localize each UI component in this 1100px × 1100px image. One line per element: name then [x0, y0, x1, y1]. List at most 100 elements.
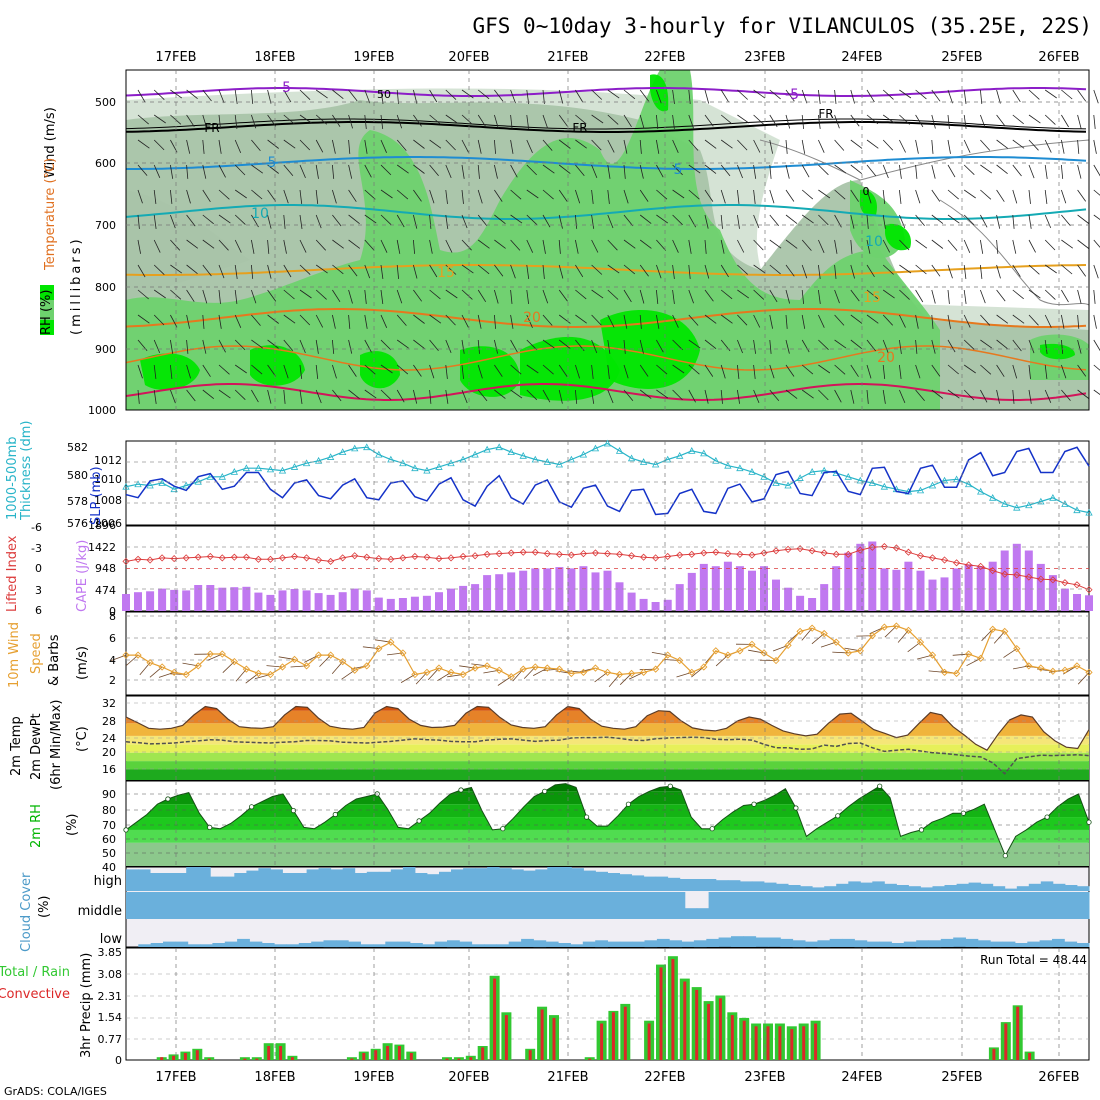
label-slp: SLP (mb): [89, 466, 104, 525]
wind-barb: [445, 239, 453, 253]
wind-barb: [234, 139, 242, 154]
wind-barb: [461, 389, 468, 404]
cloud-bar: [886, 892, 900, 919]
wind-barb: [656, 264, 662, 279]
wind-barb: [494, 239, 506, 249]
wind-barb-10m: [139, 662, 151, 676]
wind-barb: [186, 114, 195, 127]
cloud-bar: [282, 873, 295, 891]
wind-barb: [348, 189, 357, 202]
wind-barb: [947, 314, 951, 329]
wind-speed-point: [351, 666, 359, 674]
wind-barb: [137, 389, 140, 404]
li-point: [880, 542, 888, 551]
wind-barb: [461, 89, 474, 99]
date-bottom: 19FEB: [353, 1070, 394, 1085]
wind-barb: [234, 164, 246, 176]
ytick-rh-60: 60: [102, 833, 116, 846]
cloud-bar: [292, 892, 305, 919]
precip-conv-bar: [207, 1058, 211, 1060]
wind-barb: [818, 364, 831, 374]
wind-speed-point: [808, 624, 816, 632]
precip-conv-bar: [267, 1046, 271, 1060]
wind-barb: [364, 289, 367, 304]
wind-barb: [1077, 289, 1082, 304]
cloud-bar: [768, 892, 781, 919]
wind-barb: [591, 264, 603, 275]
wind-barb: [153, 214, 157, 229]
thickness-point: [555, 460, 564, 468]
precip-conv-bar: [397, 1046, 401, 1060]
cloud-bar: [471, 944, 485, 947]
date-labels-bottom: 17FEB 18FEB 19FEB 20FEB 21FEB 22FEB 23FE…: [155, 1070, 1079, 1085]
wind-barb: [137, 264, 146, 278]
wind-barb: [380, 364, 393, 374]
wind-speed-point: [567, 669, 576, 678]
precip-conv-bar: [552, 1017, 556, 1060]
wind-barb: [153, 339, 161, 354]
cloud-bar: [946, 892, 959, 919]
thickness-point: [808, 468, 816, 475]
cloud-bar: [872, 881, 885, 891]
li-point: [363, 553, 371, 561]
wind-barb: [267, 339, 279, 349]
wind-barb: [688, 339, 701, 349]
wind-speed-point: [928, 651, 937, 659]
thickness-point: [772, 479, 780, 486]
wind-barb: [980, 389, 988, 403]
li-point: [290, 552, 299, 561]
wind-barb: [558, 164, 571, 174]
thickness-point: [254, 464, 263, 472]
cape-bar: [206, 585, 215, 611]
wind-barb: [866, 264, 875, 278]
wind-barb: [818, 239, 825, 253]
cloud-bar: [375, 892, 389, 919]
ytick-li-6: 6: [35, 604, 42, 617]
cloud-bar: [693, 940, 707, 948]
wind-barb: [558, 289, 568, 302]
cloud-level-low: low: [100, 932, 123, 947]
isotherm-15: [126, 264, 1087, 276]
cloud-bar: [681, 941, 695, 947]
cloud-bar: [233, 892, 246, 919]
wind-barb: [445, 214, 449, 229]
wind-barb: [753, 264, 766, 274]
cloud-bar: [669, 940, 682, 948]
wind-speed-point: [916, 638, 925, 646]
cape-bar: [1060, 588, 1069, 611]
wind-barb: [834, 364, 846, 375]
wind-barb: [1028, 239, 1036, 253]
thickness-point: [1073, 506, 1081, 514]
wind-barb: [137, 239, 141, 254]
wind-barb: [234, 389, 246, 400]
wind-barb: [931, 164, 936, 179]
wind-barb: [623, 239, 636, 249]
wind-barb: [461, 239, 472, 251]
wind-barb: [477, 139, 482, 154]
cloud-bar: [378, 871, 392, 891]
wind-barb: [218, 89, 225, 104]
cape-bar: [591, 572, 600, 611]
wind-speed-point: [423, 668, 431, 677]
cape-bar: [760, 566, 768, 611]
wind-barb: [542, 389, 551, 403]
wind-barb: [396, 139, 407, 151]
wind-barb: [542, 189, 554, 200]
ytick-thick-580: 580: [67, 469, 88, 482]
cloud-bar: [1064, 885, 1078, 891]
wind-barb: [267, 114, 277, 127]
wind-barb: [575, 139, 587, 149]
wind-barb: [656, 214, 669, 224]
li-point: [1049, 576, 1057, 584]
wind-barb: [283, 364, 289, 379]
cloud-bar: [410, 943, 423, 947]
wind-barb: [267, 314, 279, 324]
wind-barb: [315, 314, 324, 328]
wind-barb: [963, 364, 976, 374]
wind-barb: [137, 164, 148, 176]
label-temperature: Temperature (°C): [43, 158, 58, 271]
li-point: [471, 552, 479, 560]
wind-barb: [1028, 289, 1041, 299]
wind-speed-point: [615, 670, 624, 679]
cloud-bar: [1052, 883, 1066, 891]
